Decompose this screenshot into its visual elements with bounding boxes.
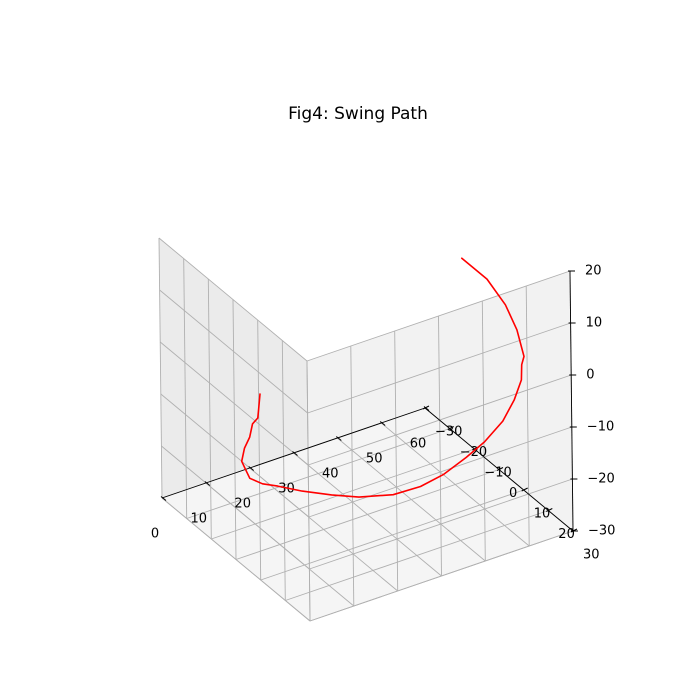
x-tick-label: 40 xyxy=(322,467,339,482)
z-tick-label: −30 xyxy=(588,524,615,539)
gridline-x-back xyxy=(481,300,486,562)
gridline-x-back xyxy=(525,285,530,547)
y-tick-label: 0 xyxy=(509,486,517,501)
gridline-z-left xyxy=(161,497,311,622)
x-tick-label: 0 xyxy=(151,527,159,542)
x-tick xyxy=(335,436,342,441)
x-axis-line xyxy=(161,407,426,499)
gridline-z-left xyxy=(160,393,310,518)
y-tick xyxy=(447,426,454,430)
gridline-z-back xyxy=(309,530,574,622)
y-tick xyxy=(496,467,504,471)
gridline-z-left xyxy=(159,341,309,466)
y-tick-label: −10 xyxy=(484,466,511,481)
gridline-z-back xyxy=(308,426,572,518)
gridline-x-back xyxy=(350,345,355,607)
gridline-y-floor xyxy=(285,510,549,601)
z-tick-label: 20 xyxy=(585,264,602,279)
z-tick-label: −20 xyxy=(587,472,614,487)
y-tick xyxy=(521,487,528,492)
gridline-y-left xyxy=(306,360,311,622)
z-tick-label: −10 xyxy=(587,420,614,435)
gridline-y-left xyxy=(207,278,212,540)
x-tick-label: 20 xyxy=(234,497,251,512)
gridline-z-back xyxy=(307,322,571,414)
x-tick xyxy=(248,466,255,471)
y-tick-label: −30 xyxy=(435,425,462,440)
x-tick xyxy=(379,421,386,426)
gridline-x-back xyxy=(438,315,442,577)
gridline-z-left xyxy=(158,237,308,362)
gridline-x-back xyxy=(394,330,399,592)
x-tick-label: 30 xyxy=(278,482,295,497)
gridline-y-left xyxy=(158,237,163,499)
x-tick xyxy=(160,496,167,501)
x-tick-label: 60 xyxy=(410,437,427,452)
chart-title: Fig4: Swing Path xyxy=(288,104,428,124)
z-axis-line xyxy=(569,270,574,532)
gridline-y-left xyxy=(281,340,286,601)
y-tick-label: 20 xyxy=(558,527,575,542)
gridline-z-left xyxy=(159,289,308,414)
gridline-y-left xyxy=(232,299,237,560)
y-tick xyxy=(422,405,430,410)
z-tick-label: 0 xyxy=(586,368,594,383)
x-tick xyxy=(423,406,430,411)
gridline-y-left xyxy=(183,258,188,519)
series-line-1 xyxy=(240,257,525,498)
y-tick xyxy=(546,508,553,512)
y-tick-label: −20 xyxy=(460,445,487,460)
gridline-z-back xyxy=(306,270,571,362)
x-tick-label: 10 xyxy=(191,512,208,527)
z-tick-label: 10 xyxy=(586,316,603,331)
x-tick xyxy=(292,451,298,456)
x-tick-label: 50 xyxy=(366,452,383,467)
x-tick xyxy=(204,481,211,486)
gridline-y-left xyxy=(257,319,262,581)
gridline-z-left xyxy=(161,445,310,570)
y-tick-label: 10 xyxy=(534,507,551,522)
y-tick-label: 30 xyxy=(583,548,600,563)
